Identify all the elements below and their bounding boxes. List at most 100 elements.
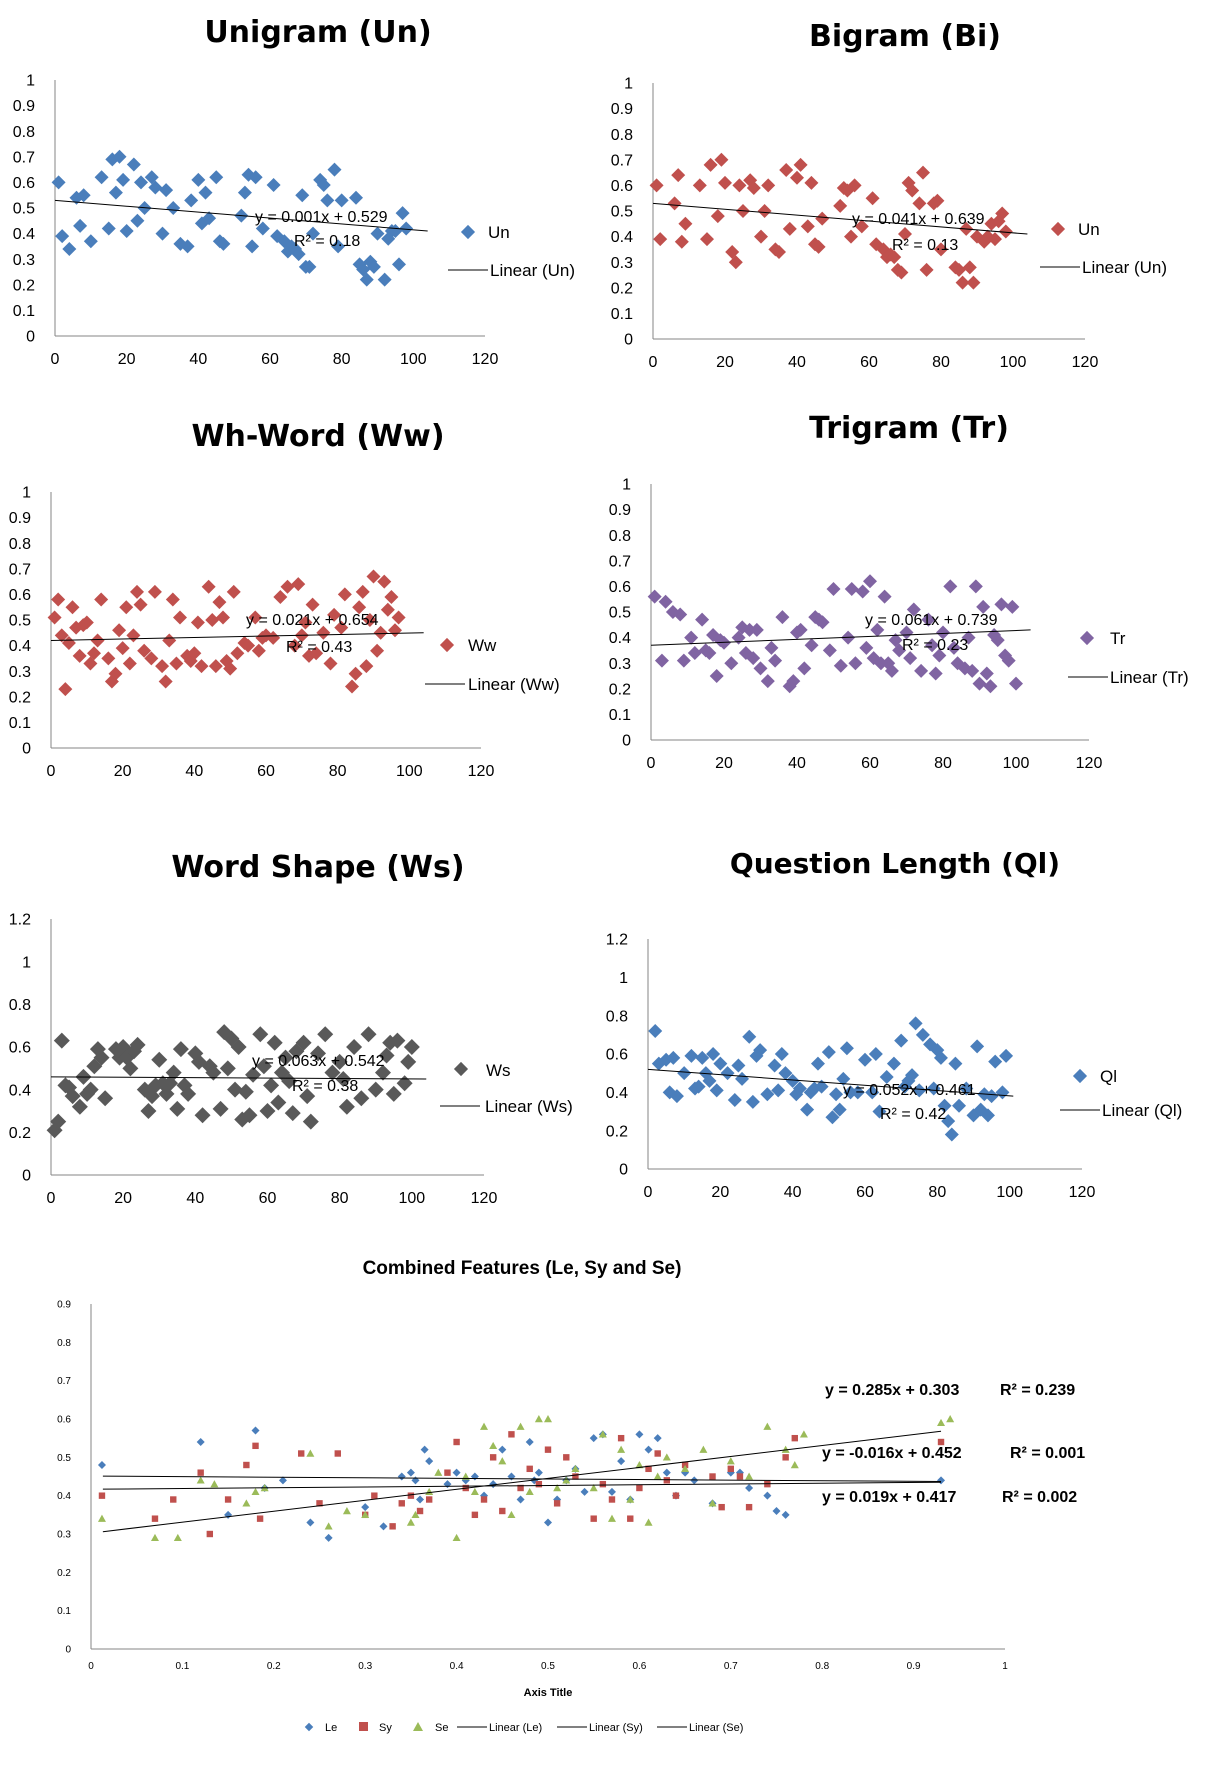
data-point-sy <box>553 1500 561 1507</box>
data-point <box>331 239 346 254</box>
x-tick-label: 100 <box>1003 755 1030 772</box>
data-point <box>998 648 1013 663</box>
data-point-sy <box>718 1503 725 1511</box>
data-point <box>295 188 310 203</box>
data-point <box>984 1089 999 1104</box>
x-tick-label: 20 <box>711 1184 729 1201</box>
data-point <box>245 239 260 254</box>
y-tick-label: 0 <box>22 1168 31 1185</box>
data-point-sy <box>617 1434 625 1442</box>
data-point <box>973 1102 988 1117</box>
data-point-se <box>425 1487 434 1496</box>
data-point-le <box>681 1468 690 1477</box>
trend-r-squared: R² = 0.13 <box>892 237 958 254</box>
data-point <box>804 175 819 190</box>
data-point <box>148 180 163 195</box>
data-point <box>936 625 950 640</box>
data-point <box>713 1056 728 1071</box>
x-tick-label: 0.7 <box>724 1661 738 1672</box>
data-point <box>165 1064 182 1081</box>
data-point <box>362 613 377 627</box>
y-tick-label: 0 <box>619 1162 628 1179</box>
y-tick-label: 0.7 <box>609 553 631 570</box>
chart-combined: Combined Features (Le, Sy and Se) 0 0.1 0.… <box>57 1258 1085 1734</box>
data-point <box>961 630 976 645</box>
data-point <box>753 661 768 676</box>
legend-marker-ws <box>453 1061 469 1077</box>
y-tick-labels: 0 0.2 0.4 0.6 0.8 1 1.2 <box>606 932 628 1179</box>
data-point <box>389 1032 406 1049</box>
data-point-se <box>489 1441 498 1450</box>
data-point <box>782 679 797 694</box>
data-point <box>373 625 388 640</box>
data-point <box>684 630 699 645</box>
chart-questionlength: Question Length (Ql) 0 0.2 0.4 0.6 0.8 1 1.2 0… <box>606 847 1183 1201</box>
data-point <box>277 1049 294 1066</box>
y-tick-label: 1 <box>26 73 35 90</box>
data-points <box>46 1024 420 1139</box>
data-point <box>774 1047 789 1061</box>
data-point <box>97 1090 114 1107</box>
data-point-le <box>411 1476 420 1485</box>
data-point <box>327 162 342 177</box>
x-tick-labels: 0 20 40 60 80 100 120 <box>51 351 499 368</box>
data-point <box>714 152 729 167</box>
data-point <box>654 653 669 668</box>
data-point <box>988 232 1002 247</box>
y-tick-label: 0.1 <box>9 715 31 732</box>
data-point-sy <box>645 1465 652 1473</box>
data-point <box>273 589 288 604</box>
x-tick-label: 0.4 <box>450 1661 464 1672</box>
data-point <box>266 630 281 645</box>
data-point-se <box>324 1522 333 1530</box>
data-point <box>662 1085 677 1100</box>
data-point <box>720 1066 735 1081</box>
data-point <box>844 581 859 596</box>
data-point <box>790 170 804 185</box>
data-point <box>331 1053 348 1070</box>
data-point-le <box>97 1461 106 1469</box>
data-point <box>984 216 999 231</box>
data-point <box>317 1026 334 1043</box>
equation-le: y = -0.016x + 0.452 <box>822 1445 962 1462</box>
trendline <box>647 1068 1014 1097</box>
data-point-sy <box>791 1434 798 1442</box>
data-point <box>899 625 914 640</box>
chart-title: Unigram (Un) <box>204 15 431 50</box>
data-point-le <box>406 1468 415 1477</box>
data-point <box>743 173 758 188</box>
data-point-se <box>937 1418 946 1427</box>
data-point-se <box>553 1484 562 1492</box>
data-point <box>725 244 740 259</box>
legend-label-linear-tr: Linear (Tr) <box>1110 668 1189 687</box>
x-tick-label: 100 <box>398 1190 425 1207</box>
data-point <box>905 1068 920 1083</box>
data-point <box>324 1064 341 1081</box>
data-point-se <box>498 1457 507 1465</box>
x-tick-labels: 0 20 40 60 80 100 120 <box>647 755 1103 772</box>
data-point <box>965 663 980 678</box>
data-point <box>990 633 1005 648</box>
y-tick-label: 1.2 <box>9 912 31 929</box>
data-point <box>144 651 159 666</box>
x-tick-label: 40 <box>788 354 806 371</box>
data-point <box>678 216 693 231</box>
x-tick-labels: 0 20 40 60 80 100 120 <box>644 1184 1096 1201</box>
data-point-le <box>516 1495 525 1504</box>
data-point <box>65 600 80 615</box>
data-point-le <box>361 1503 370 1512</box>
x-tick-label: 40 <box>788 755 806 772</box>
data-point <box>112 149 127 164</box>
data-point <box>310 1045 327 1062</box>
data-point <box>266 1034 283 1051</box>
y-tick-label: 0.4 <box>9 1082 31 1099</box>
legend-label-linear-un: Linear (Un) <box>1082 258 1167 277</box>
data-point-le <box>763 1491 772 1500</box>
data-point-sy <box>709 1473 716 1480</box>
data-point <box>839 1041 854 1056</box>
x-tick-label: 80 <box>333 351 351 368</box>
data-point <box>710 209 725 224</box>
data-point <box>968 579 983 594</box>
data-point <box>396 1075 413 1092</box>
data-point <box>86 1058 103 1075</box>
